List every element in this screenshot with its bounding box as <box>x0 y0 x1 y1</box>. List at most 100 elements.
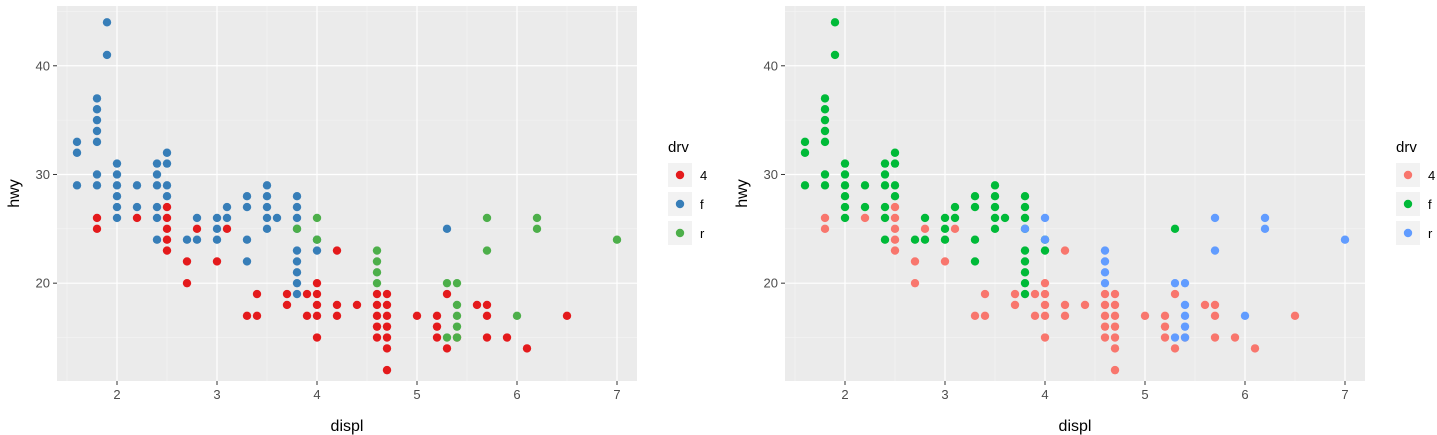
data-point-r <box>1180 333 1190 342</box>
data-point-f <box>820 105 830 114</box>
y-tick-label: 30 <box>764 167 778 182</box>
data-point-4 <box>1040 311 1050 320</box>
data-point-f <box>162 159 172 168</box>
data-point-r <box>1100 246 1110 255</box>
data-point-f <box>132 181 142 190</box>
data-point-4 <box>1040 333 1050 342</box>
data-point-f <box>970 192 980 201</box>
data-point-f <box>860 202 870 212</box>
data-point-4 <box>412 311 422 320</box>
data-point-4 <box>1110 333 1120 342</box>
data-point-4 <box>1100 311 1110 320</box>
data-point-f <box>92 105 102 114</box>
data-point-4 <box>940 257 950 266</box>
data-point-f <box>1020 257 1030 266</box>
data-point-f <box>1020 289 1030 299</box>
data-point-r <box>612 235 622 244</box>
data-point-f <box>92 137 102 147</box>
data-point-f <box>920 213 930 223</box>
data-point-f <box>262 224 272 234</box>
data-point-4 <box>162 213 172 223</box>
data-point-4 <box>1110 365 1120 375</box>
data-point-4 <box>212 257 222 266</box>
data-point-4 <box>1110 300 1120 310</box>
data-point-f <box>830 50 840 60</box>
data-point-4 <box>482 333 492 342</box>
data-point-4 <box>980 311 990 320</box>
data-point-4 <box>890 213 900 223</box>
data-point-4 <box>890 224 900 234</box>
x-axis-title: displ <box>331 418 364 435</box>
data-point-f <box>890 148 900 157</box>
data-point-f <box>970 202 980 212</box>
x-tick-label: 4 <box>1041 387 1048 402</box>
data-point-r <box>1180 300 1190 310</box>
data-point-r <box>1340 235 1350 244</box>
data-point-4 <box>1060 311 1070 320</box>
data-point-4 <box>312 333 322 342</box>
data-point-4 <box>1170 344 1180 353</box>
data-point-4 <box>182 257 192 266</box>
data-point-4 <box>442 344 452 353</box>
x-tick-label: 6 <box>1241 387 1248 402</box>
data-point-f <box>990 213 1000 223</box>
data-point-f <box>970 257 980 266</box>
data-point-r <box>482 213 492 223</box>
data-point-f <box>940 224 950 234</box>
data-point-4 <box>950 224 960 234</box>
y-tick-label: 40 <box>764 58 778 73</box>
data-point-r <box>1040 235 1050 244</box>
data-point-f <box>222 202 232 212</box>
data-point-f <box>442 224 452 234</box>
data-point-4 <box>312 311 322 320</box>
y-tick-label: 20 <box>36 276 50 291</box>
data-point-f <box>800 148 810 157</box>
x-axis-title: displ <box>1059 418 1092 435</box>
legend-swatch-f <box>1403 199 1413 209</box>
data-point-4 <box>132 213 142 223</box>
data-point-4 <box>890 235 900 244</box>
data-point-4 <box>1010 300 1020 310</box>
data-point-4 <box>372 300 382 310</box>
data-point-4 <box>1040 300 1050 310</box>
data-point-f <box>262 202 272 212</box>
data-point-f <box>800 181 810 190</box>
data-point-4 <box>382 311 392 320</box>
data-point-r <box>312 213 322 223</box>
data-point-f <box>880 170 890 179</box>
data-point-f <box>970 235 980 244</box>
data-point-4 <box>382 289 392 299</box>
points <box>800 18 1350 375</box>
data-point-f <box>132 202 142 212</box>
data-point-f <box>940 213 950 223</box>
data-point-f <box>242 257 252 266</box>
data-point-f <box>92 115 102 125</box>
data-point-f <box>1020 268 1030 277</box>
data-point-f <box>242 235 252 244</box>
y-axis-title: hwy <box>734 179 751 207</box>
data-point-r <box>442 333 452 342</box>
legend-swatch-f <box>675 199 685 209</box>
data-point-4 <box>1100 333 1110 342</box>
data-point-4 <box>282 289 292 299</box>
legend-label-f: f <box>1428 197 1432 212</box>
data-point-f <box>840 192 850 201</box>
data-point-r <box>1170 333 1180 342</box>
data-point-f <box>830 18 840 27</box>
data-point-f <box>1020 213 1030 223</box>
data-point-4 <box>1060 246 1070 255</box>
x-tick-label: 2 <box>113 387 120 402</box>
data-point-r <box>1260 224 1270 234</box>
data-point-f <box>292 192 302 201</box>
data-point-f <box>950 202 960 212</box>
data-point-4 <box>372 333 382 342</box>
data-point-f <box>1020 246 1030 255</box>
data-point-f <box>112 192 122 201</box>
data-point-f <box>112 170 122 179</box>
data-point-4 <box>302 289 312 299</box>
data-point-4 <box>1230 333 1240 342</box>
data-point-4 <box>1040 289 1050 299</box>
data-point-4 <box>312 278 322 288</box>
data-point-f <box>820 94 830 103</box>
data-point-f <box>950 213 960 223</box>
